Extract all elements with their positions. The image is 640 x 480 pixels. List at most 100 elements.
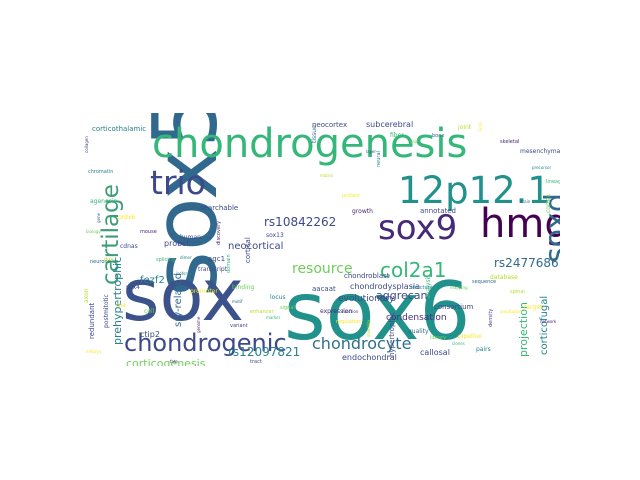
word: cdnas xyxy=(120,243,138,250)
minor-word: domain xyxy=(226,254,232,273)
word: sox xyxy=(122,253,244,337)
minor-word: target xyxy=(524,304,543,311)
minor-word: dimer xyxy=(180,255,192,260)
minor-word: regulation xyxy=(336,319,361,325)
minor-word: variant xyxy=(230,323,248,329)
word: sox6 xyxy=(284,265,470,358)
minor-word: cell xyxy=(144,308,155,315)
word: col2a1 xyxy=(380,258,447,282)
word: searchable xyxy=(200,204,238,212)
word: corticothalamic xyxy=(92,125,146,133)
minor-word: quality xyxy=(408,328,429,335)
minor-word: joint xyxy=(457,124,472,131)
word: cartilage xyxy=(98,184,124,285)
word: hmg xyxy=(480,201,560,247)
minor-word: clones xyxy=(452,341,465,346)
word: rs2477686 xyxy=(494,256,559,270)
word: neocortex xyxy=(312,121,347,129)
minor-word: motif xyxy=(232,299,243,304)
minor-word: glial xyxy=(410,139,418,144)
minor-word: function xyxy=(342,309,359,314)
minor-word: pairs xyxy=(476,346,491,353)
minor-word: agenesis xyxy=(90,198,117,205)
minor-word: lineage xyxy=(546,179,560,185)
minor-word: splicing xyxy=(156,257,175,263)
minor-word: collagen xyxy=(84,136,89,153)
word: corticogenesis xyxy=(126,357,206,366)
word: aacaat xyxy=(312,285,336,293)
word-cloud: sox5 sox6 sox chondrogenesis 12p12.1 hmg… xyxy=(80,113,560,366)
minor-word: discovery xyxy=(216,221,222,245)
minor-word: limb xyxy=(478,122,483,131)
word: sox9 xyxy=(378,208,457,248)
word: sox13 xyxy=(266,232,284,239)
minor-word: spinal xyxy=(510,289,525,295)
minor-word: transcript xyxy=(198,266,228,273)
minor-word: library xyxy=(430,335,446,341)
minor-word: genome xyxy=(196,316,201,333)
minor-word: fate xyxy=(170,359,178,364)
minor-word: bone xyxy=(432,133,444,139)
minor-word: cortex xyxy=(545,194,552,213)
word: ctip2 xyxy=(140,330,160,339)
minor-word: gene xyxy=(96,212,101,223)
minor-word-group: collagen chromatin agenesis biology neurons a… xyxy=(83,122,560,365)
word: subcerebral xyxy=(366,120,413,129)
minor-word: layer xyxy=(366,149,376,154)
word: agc1 xyxy=(208,255,225,263)
minor-word: diversity xyxy=(366,319,371,337)
minor-word: rna xyxy=(116,302,126,309)
minor-word: structure xyxy=(410,285,433,291)
minor-word: analysis xyxy=(425,275,432,299)
minor-word: mesenchymal xyxy=(520,148,560,155)
minor-word: matrix xyxy=(320,173,334,178)
minor-word: dna xyxy=(104,257,113,263)
word: rs12097821 xyxy=(228,345,300,359)
word: endochondral xyxy=(342,353,397,362)
minor-word: fiber xyxy=(390,132,404,139)
word: condensation xyxy=(386,313,447,323)
minor-word: sequence xyxy=(472,279,496,285)
minor-word: tissue xyxy=(311,125,318,143)
word: postmitotic xyxy=(103,294,110,328)
word: cortical xyxy=(244,237,252,263)
word: prdx6 xyxy=(118,214,136,221)
word: prehypertrophic xyxy=(111,257,124,345)
minor-word: density xyxy=(488,309,494,327)
minor-word: signal xyxy=(280,305,295,311)
word: fezf2 xyxy=(140,275,165,286)
minor-word: mouse xyxy=(140,229,157,235)
minor-word: expression xyxy=(320,308,353,315)
word: chondrogenic xyxy=(124,329,287,357)
minor-word: binding xyxy=(232,284,255,291)
minor-word: brain xyxy=(520,199,531,204)
word: consortium xyxy=(434,303,474,311)
word: 12p12.1 xyxy=(398,169,551,212)
word: sry-related xyxy=(173,273,184,327)
minor-word: protein xyxy=(342,193,360,199)
minor-word: database xyxy=(490,274,518,281)
word: projection xyxy=(517,302,530,357)
minor-word: isoform xyxy=(176,271,191,276)
word: chondrodysplasia xyxy=(350,282,420,291)
word: chondrocyte xyxy=(312,334,411,353)
word: chondrogenesis xyxy=(152,121,467,167)
minor-word: locus xyxy=(270,294,286,301)
word: sox4 xyxy=(126,284,140,291)
minor-word: embryo xyxy=(86,349,102,354)
word: pipeline xyxy=(458,333,482,340)
minor-word: neurons xyxy=(90,259,111,265)
word: evolutionary xyxy=(338,294,395,304)
word: chondroblast xyxy=(344,272,390,280)
minor-word: human xyxy=(180,234,201,241)
word: annotated xyxy=(420,207,456,215)
minor-word: marker xyxy=(266,315,281,320)
minor-word: tract xyxy=(250,359,262,365)
word: resource xyxy=(292,261,353,277)
minor-word: chromatin xyxy=(88,169,113,175)
word-cloud-canvas: sox5 sox6 sox chondrogenesis 12p12.1 hmg… xyxy=(83,113,560,366)
word: sox5 xyxy=(134,113,237,297)
word: trio xyxy=(150,163,206,202)
word: callosal xyxy=(420,348,450,357)
word: corticofugal xyxy=(539,296,550,355)
